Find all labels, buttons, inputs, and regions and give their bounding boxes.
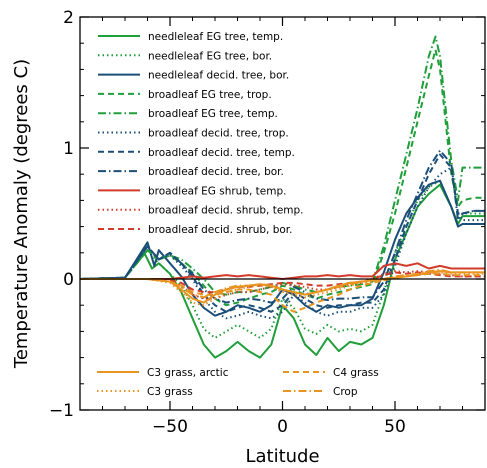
series-line-7: [79, 153, 485, 313]
legend-label-14: C4 grass: [333, 367, 379, 379]
y-tick-label: −1: [49, 401, 74, 421]
x-tick-label: −50: [152, 417, 188, 437]
x-tick-label: 50: [384, 417, 406, 437]
y-tick-label: 2: [63, 8, 74, 28]
series-line-2: [79, 179, 485, 339]
legend: needleleaf EG tree, temp. needleleaf EG t…: [97, 31, 379, 398]
y-tick-label: 0: [63, 270, 74, 290]
legend-label-8: broadleaf decid. tree, bor.: [148, 166, 284, 178]
legend-label-3: needleleaf decid. tree, bor.: [148, 70, 289, 82]
axis-ticks: [80, 16, 485, 411]
legend-label-11: broadleaf decid. shrub, bor.: [148, 224, 293, 236]
legend-label-10: broadleaf decid. shrub, temp.: [148, 205, 304, 217]
series-line-4: [79, 48, 485, 307]
tick-labels: −50 0 50 −1 0 1 2: [49, 8, 406, 437]
legend-label-9: broadleaf EG shrub, temp.: [148, 185, 286, 197]
legend-label-7: broadleaf decid. tree, temp.: [148, 147, 295, 159]
legend-label-6: broadleaf decid. tree, trop.: [148, 128, 289, 140]
series-line-15: [80, 268, 485, 299]
x-tick-label: 0: [277, 417, 288, 437]
legend-label-4: broadleaf EG tree, trop.: [148, 89, 272, 101]
legend-label-12: C3 grass, arctic: [147, 367, 229, 379]
series-line-14: [80, 272, 485, 313]
x-axis-title: Latitude: [245, 446, 319, 467]
legend-label-2: needleleaf EG tree, bor.: [148, 50, 272, 62]
legend-label-15: Crop: [333, 386, 358, 398]
legend-label-1: needleleaf EG tree, temp.: [148, 31, 283, 43]
y-tick-label: 1: [63, 139, 74, 159]
legend-label-13: C3 grass: [147, 386, 193, 398]
y-axis-title: Temperature Anomaly (degrees C): [11, 59, 32, 369]
series-line-8: [79, 149, 485, 304]
series-line-13: [80, 271, 485, 307]
legend-label-5: broadleaf EG tree, temp.: [148, 108, 278, 120]
plot-lines: [79, 35, 485, 359]
series-line-3: [79, 179, 485, 317]
series-line-9: [80, 262, 485, 280]
